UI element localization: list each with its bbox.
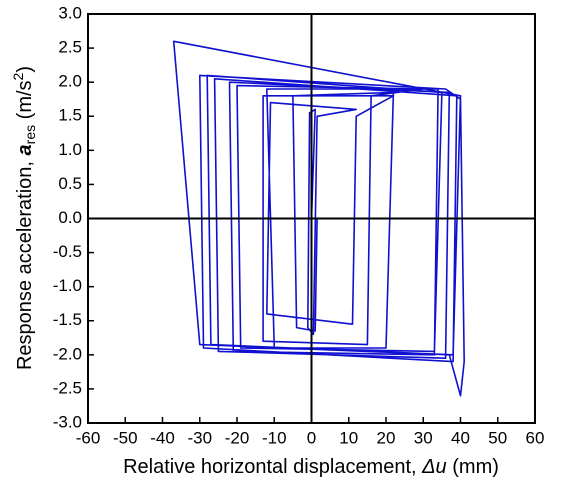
x-tick-label: -40 <box>150 428 175 447</box>
y-label-text: Response acceleration, <box>14 155 36 370</box>
y-tick-label: -2.5 <box>53 378 82 397</box>
x-label-symbol: Δu <box>421 456 447 478</box>
plot-frame <box>87 13 536 424</box>
x-tick-label: -30 <box>187 428 212 447</box>
y-label-subscript: res <box>22 125 38 144</box>
x-tick-label: 60 <box>526 428 545 447</box>
y-tick-label: -0.5 <box>53 242 82 261</box>
hysteresis-curve <box>172 40 466 397</box>
x-tick-label: 30 <box>414 428 433 447</box>
y-tick-label: 3.0 <box>58 3 82 22</box>
x-tick-label: -50 <box>113 428 138 447</box>
y-tick-label: 1.0 <box>58 140 82 159</box>
x-tick-label: 20 <box>377 428 396 447</box>
y-axis-label: Response acceleration, ares (m/s2) <box>10 66 38 370</box>
y-tick-label: 2.0 <box>58 72 82 91</box>
y-tick-label: -1.5 <box>53 310 82 329</box>
x-axis-label: Relative horizontal displacement, Δu (mm… <box>123 456 499 478</box>
x-label-text: Relative horizontal displacement, <box>123 456 422 478</box>
x-tick-label: -60 <box>76 428 101 447</box>
y-tick-label: 0.0 <box>58 208 82 227</box>
x-label-unit: (mm) <box>447 456 499 478</box>
x-tick-label: 0 <box>307 428 316 447</box>
x-tick-label: 10 <box>339 428 358 447</box>
y-tick-label: -1.0 <box>53 276 82 295</box>
y-label-unit: (m/s <box>14 80 36 124</box>
y-tick-label: -2.0 <box>53 344 82 363</box>
x-tick-label: 50 <box>488 428 507 447</box>
x-tick-label: -20 <box>225 428 250 447</box>
y-label-symbol: a <box>14 144 36 155</box>
y-label-superscript: 2 <box>10 72 26 80</box>
y-tick-label: -3.0 <box>53 412 82 431</box>
y-tick-label: 1.5 <box>58 106 82 125</box>
y-tick-label: 0.5 <box>58 174 82 193</box>
x-tick-label: -10 <box>262 428 287 447</box>
x-tick-label: 40 <box>451 428 470 447</box>
y-tick-label: 2.5 <box>58 38 82 57</box>
y-label-close: ) <box>14 66 36 73</box>
